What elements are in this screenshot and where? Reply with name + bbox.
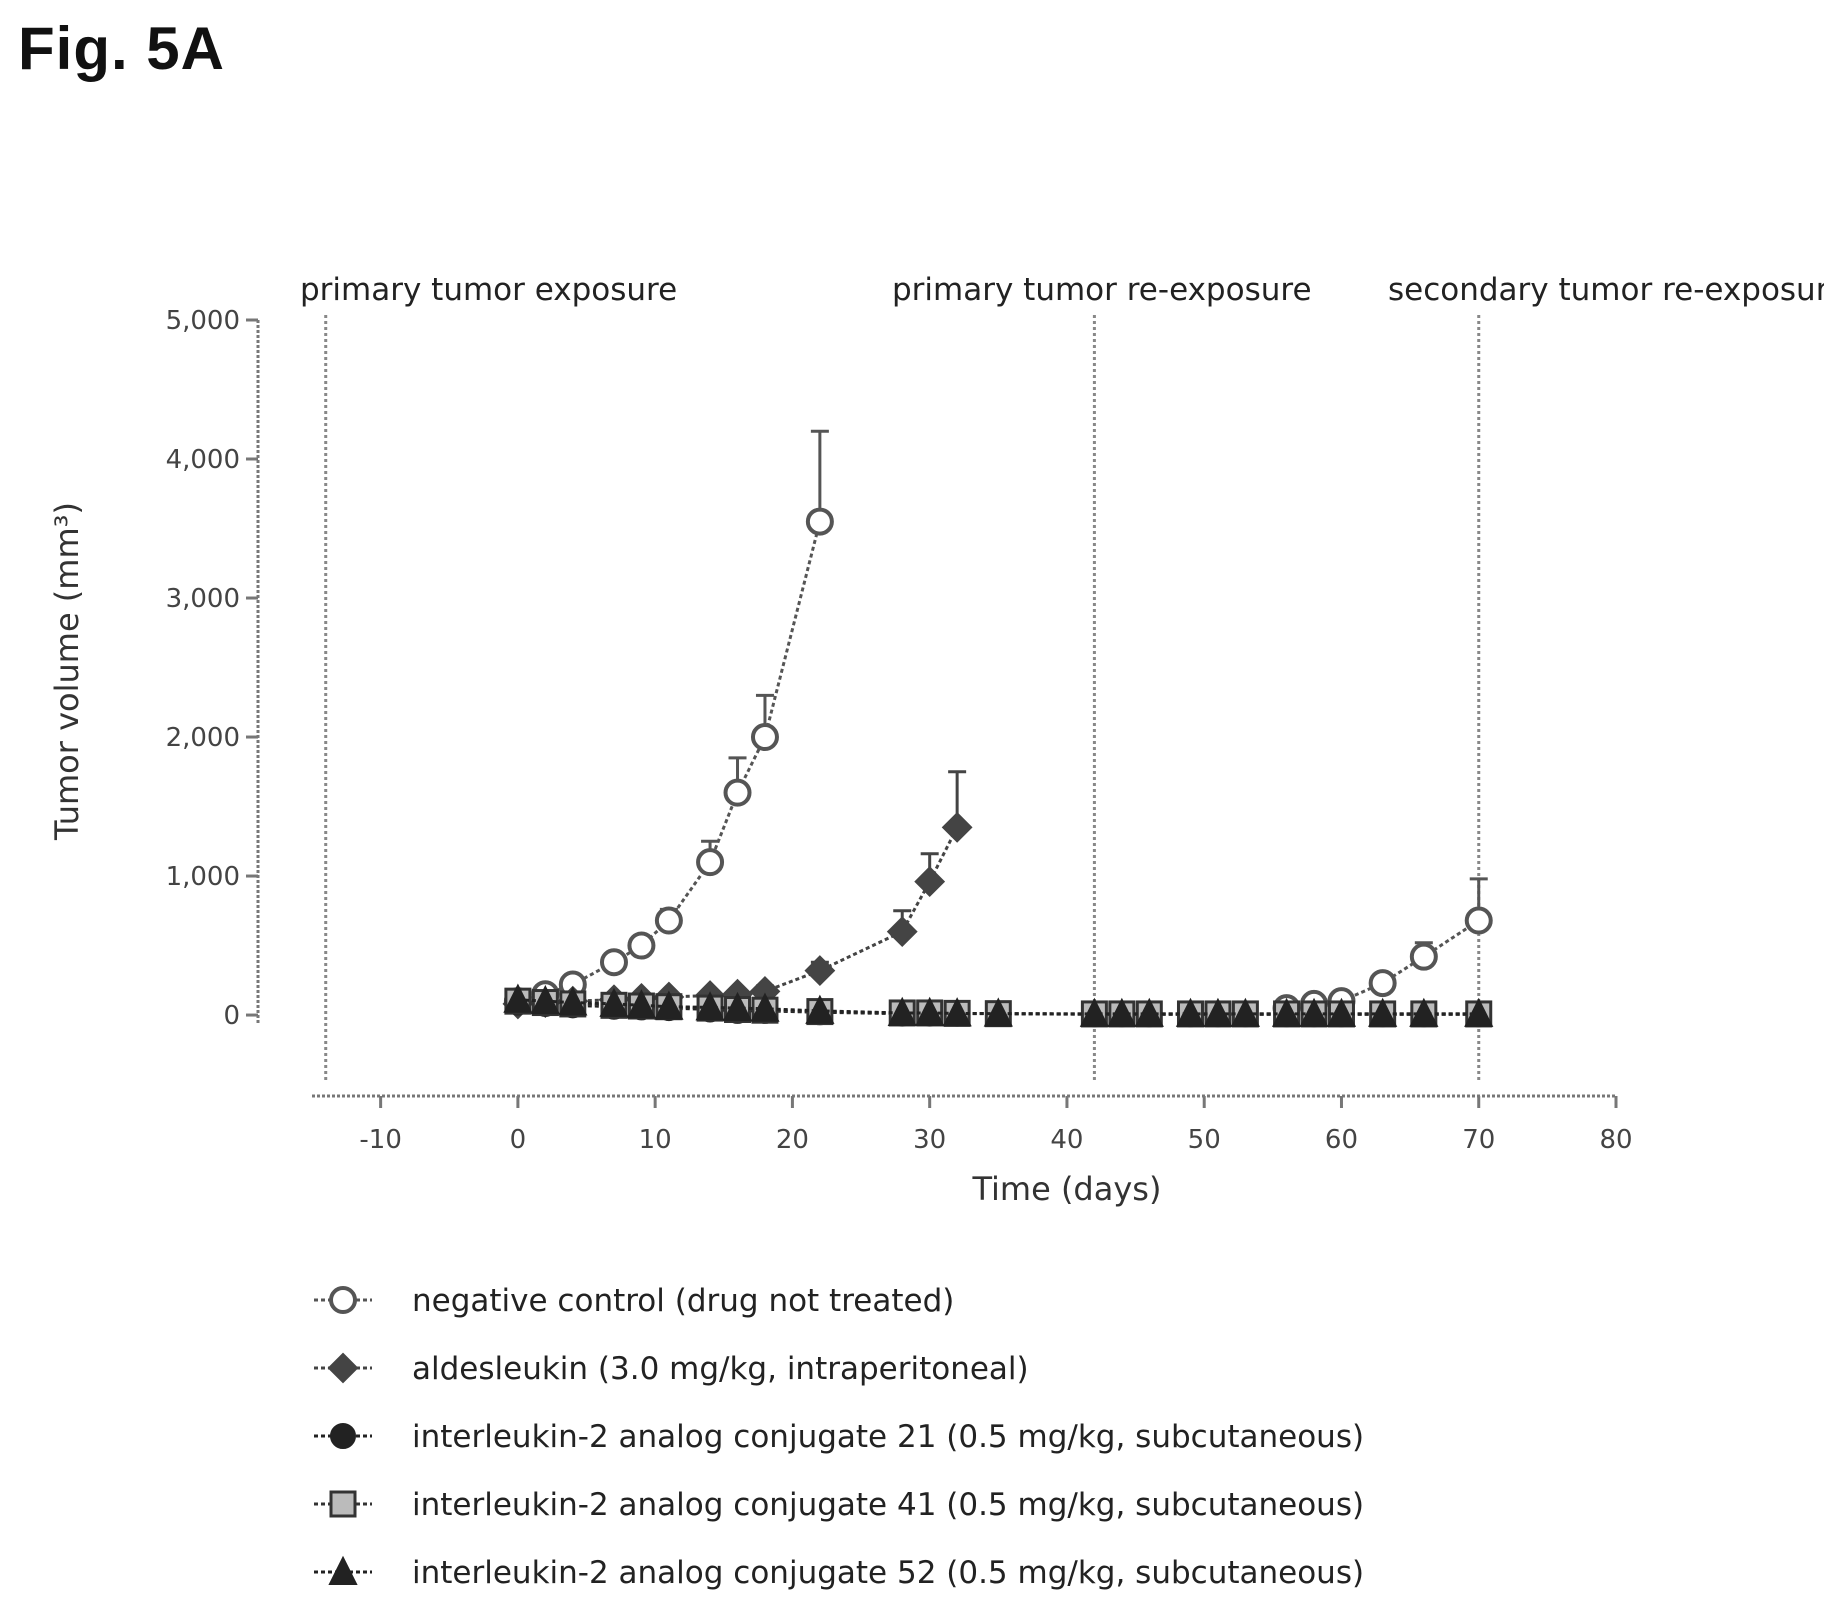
series-4 <box>503 983 1494 1027</box>
data-point <box>1134 997 1164 1027</box>
x-tick-label: 50 <box>1188 1125 1221 1155</box>
data-point <box>1230 997 1261 1027</box>
data-point <box>914 866 946 898</box>
y-ticks: 0 1,000 2,000 3,000 4,000 5,000 <box>166 306 258 1031</box>
y-tick-label: 2,000 <box>166 723 240 753</box>
x-tick-label: 10 <box>639 1125 672 1155</box>
legend-marker <box>329 1286 357 1314</box>
data-point <box>599 987 629 1017</box>
data-point <box>723 778 752 807</box>
x-tick-label: 0 <box>510 1125 527 1155</box>
legend-entry: aldesleukin (3.0 mg/kg, intraperitoneal) <box>412 1351 1029 1387</box>
y-tick-label: 1,000 <box>166 862 240 892</box>
exposure-annotations: primary tumor exposure primary tumor re-e… <box>300 272 1824 308</box>
data-point <box>1271 997 1302 1027</box>
x-axis-title: Time (days) <box>971 1170 1161 1208</box>
axes <box>256 320 1616 1098</box>
x-tick-label: 20 <box>776 1125 809 1155</box>
data-point <box>1175 997 1206 1027</box>
data-point <box>887 996 917 1026</box>
data-point <box>627 931 656 960</box>
data-point <box>750 723 779 752</box>
y-tick-label: 0 <box>223 1001 240 1031</box>
series-group <box>502 429 1494 1028</box>
legend-entry: interleukin-2 analog conjugate 52 (0.5 m… <box>412 1555 1364 1591</box>
data-point <box>1326 997 1357 1027</box>
data-point <box>1409 942 1438 971</box>
data-point <box>941 811 973 843</box>
data-point <box>626 989 657 1019</box>
exposure-lines <box>324 315 1481 1082</box>
data-point <box>804 955 836 986</box>
data-point <box>750 992 780 1022</box>
x-tick-label: 30 <box>913 1125 946 1155</box>
data-point <box>1299 997 1329 1027</box>
legend-marker <box>329 1490 357 1518</box>
figure-title: Fig. 5A <box>18 15 226 82</box>
x-tick-label: 70 <box>1462 1125 1495 1155</box>
y-axis-title: Tumor volume (mm³) <box>48 502 86 841</box>
data-point <box>1409 997 1439 1027</box>
data-point <box>1368 969 1397 998</box>
x-ticks: -10 0 10 20 30 40 50 60 70 80 <box>359 1096 1633 1155</box>
exposure-label: primary tumor re-exposure <box>892 272 1312 308</box>
x-tick-label: 80 <box>1599 1125 1632 1155</box>
data-point <box>654 990 684 1020</box>
data-point <box>530 984 560 1015</box>
data-point <box>654 906 683 935</box>
legend-marker <box>327 1352 359 1384</box>
data-point <box>886 916 918 948</box>
data-point <box>558 986 588 1016</box>
series-0 <box>503 429 1493 1023</box>
legend-entry: negative control (drug not treated) <box>412 1283 954 1319</box>
data-point <box>1368 997 1398 1027</box>
series-line <box>517 521 822 1003</box>
data-point <box>1464 997 1494 1027</box>
legend-marker <box>330 1423 356 1449</box>
legend-entry: interleukin-2 analog conjugate 21 (0.5 m… <box>412 1419 1364 1455</box>
y-tick-label: 3,000 <box>166 584 240 614</box>
data-point <box>983 997 1013 1027</box>
legend-entry: interleukin-2 analog conjugate 41 (0.5 m… <box>412 1487 1364 1523</box>
data-point <box>1203 997 1233 1027</box>
data-point <box>696 848 725 877</box>
data-point <box>1079 997 1110 1027</box>
x-tick-label: -10 <box>359 1125 401 1155</box>
data-point <box>915 996 945 1026</box>
data-point <box>805 507 834 536</box>
data-point <box>503 983 533 1013</box>
y-tick-label: 4,000 <box>166 445 240 475</box>
data-point <box>599 948 628 977</box>
data-point <box>1464 906 1493 935</box>
y-tick-label: 5,000 <box>166 306 240 336</box>
legend-marker <box>328 1555 358 1585</box>
x-tick-label: 40 <box>1050 1125 1083 1155</box>
legend: negative control (drug not treated) aldes… <box>314 1283 1364 1591</box>
exposure-label: secondary tumor re-exposure <box>1388 272 1824 308</box>
exposure-label: primary tumor exposure <box>300 272 677 308</box>
data-point <box>805 994 835 1024</box>
x-tick-label: 60 <box>1325 1125 1358 1155</box>
data-point <box>942 997 972 1027</box>
data-point <box>1107 997 1137 1027</box>
data-point <box>722 991 753 1022</box>
data-point <box>695 991 725 1021</box>
